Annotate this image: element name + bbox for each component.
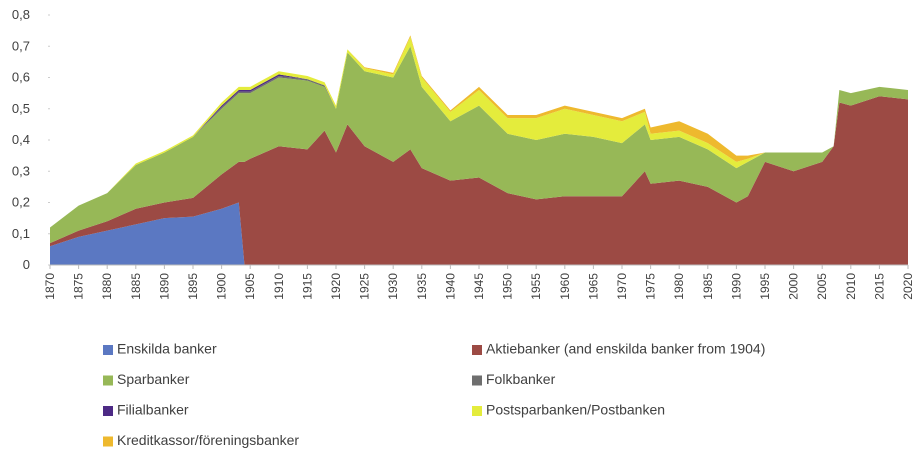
area <box>50 202 908 265</box>
y-tick-label: 0,8 <box>12 7 30 22</box>
x-tick-label: 2010 <box>844 273 858 300</box>
legend-swatch <box>472 406 482 416</box>
x-tick-label: 1995 <box>758 273 772 300</box>
x-tick-label: 1915 <box>300 273 314 300</box>
x-tick-label: 1880 <box>100 273 114 300</box>
x-tick-label: 1925 <box>358 273 372 300</box>
legend-label: Folkbanker <box>486 371 556 387</box>
y-tick-label: 0,6 <box>12 70 30 85</box>
legend-label: Kreditkassor/föreningsbanker <box>117 432 299 448</box>
x-tick-label: 2000 <box>787 273 801 300</box>
x-tick-label: 1980 <box>672 273 686 300</box>
y-tick-label: 0,1 <box>12 226 30 241</box>
y-tick-label: 0 <box>23 257 30 272</box>
legend-swatch <box>103 406 113 416</box>
x-tick-label: 1950 <box>501 273 515 300</box>
x-tick-label: 1920 <box>329 273 343 300</box>
x-tick-label: 1905 <box>243 273 257 300</box>
x-tick-label: 1975 <box>644 273 658 300</box>
x-tick-label: 1910 <box>272 273 286 300</box>
legend-swatch <box>103 345 113 355</box>
legend-swatch <box>103 375 113 386</box>
legend-label: Aktiebanker (and enskilda banker from 19… <box>486 341 765 357</box>
x-tick-label: 1900 <box>215 273 229 300</box>
y-tick-label: 0,3 <box>12 163 30 178</box>
x-tick-label: 1970 <box>615 273 629 300</box>
area <box>50 46 908 244</box>
x-tick-label: 2020 <box>901 273 915 300</box>
legend-label: Postsparbanken/Postbanken <box>486 402 665 418</box>
y-tick-label: 0,5 <box>12 101 30 116</box>
x-tick-label: 1960 <box>558 273 572 300</box>
y-tick-label: 0,7 <box>12 38 30 53</box>
x-tick-label: 1870 <box>43 273 57 300</box>
legend-label: Filialbanker <box>117 402 189 418</box>
legend-label: Sparbanker <box>117 371 190 387</box>
legend-swatch <box>103 436 113 447</box>
x-tick-label: 1885 <box>129 273 143 300</box>
x-tick-label: 1985 <box>701 273 715 300</box>
area <box>50 96 908 265</box>
x-tick-label: 1875 <box>72 273 86 300</box>
x-tick-label: 1895 <box>186 273 200 300</box>
x-tick-label: 1990 <box>729 273 743 300</box>
legend-swatch <box>472 375 482 386</box>
y-tick-label: 0,4 <box>12 132 30 147</box>
x-tick-label: 1965 <box>586 273 600 300</box>
legend-label: Enskilda banker <box>117 341 217 357</box>
x-tick-label: 1955 <box>529 273 543 300</box>
x-tick-label: 2005 <box>815 273 829 300</box>
x-tick-label: 1930 <box>386 273 400 300</box>
x-tick-label: 1945 <box>472 273 486 300</box>
legend-swatch <box>472 345 482 355</box>
y-tick-label: 0,2 <box>12 195 30 210</box>
x-tick-label: 1940 <box>443 273 457 300</box>
x-tick-label: 1935 <box>415 273 429 300</box>
x-tick-label: 1890 <box>157 273 171 300</box>
x-tick-label: 2015 <box>872 273 886 300</box>
